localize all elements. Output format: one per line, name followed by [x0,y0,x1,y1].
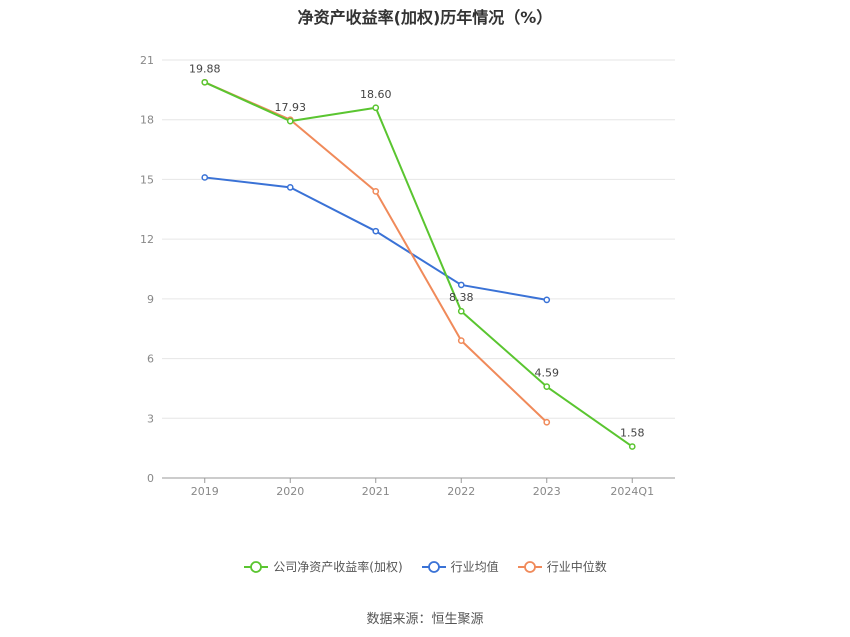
data-label: 1.58 [620,427,645,440]
y-tick-label: 15 [140,173,154,186]
y-tick-label: 12 [140,233,154,246]
y-tick-label: 0 [147,472,154,485]
legend-label: 行业均值 [450,560,499,574]
data-point[interactable] [457,307,465,315]
x-tick-label: 2024Q1 [610,485,654,498]
legend-item[interactable]: 行业中位数 [517,558,607,575]
x-tick-label: 2022 [447,485,475,498]
legend-marker-icon [421,560,446,573]
y-tick-label: 6 [147,353,154,366]
data-point[interactable] [372,104,380,112]
data-labels: 19.88 17.93 18.60 8.38 4.59 1.58 [189,62,645,439]
data-point[interactable] [543,418,551,426]
data-label: 19.88 [189,62,221,75]
legend-label: 公司净资产收益率(加权) [273,560,403,574]
x-tick-label: 2019 [191,485,219,498]
chart-title: 净资产收益率(加权)历年情况（%） [297,8,553,27]
legend-item[interactable]: 公司净资产收益率(加权) [243,558,403,575]
data-source: 数据来源：恒生聚源 [366,612,484,627]
data-point[interactable] [457,281,465,289]
data-point[interactable] [201,78,209,86]
series-line [204,81,633,448]
data-point[interactable] [628,443,636,450]
legend-marker-icon [244,560,269,573]
y-tick-label: 9 [147,293,154,306]
data-point[interactable] [286,184,294,191]
y-tick-label: 3 [147,412,154,425]
data-label: 18.60 [360,88,392,101]
series-line [204,81,548,423]
grid-lines [162,59,675,419]
x-tick-label: 2020 [276,485,304,498]
series-lines [201,78,636,450]
legend-marker-icon [517,560,542,573]
data-point[interactable] [372,188,380,195]
data-point[interactable] [457,337,465,345]
data-point[interactable] [286,117,294,125]
x-tick-label: 2023 [533,485,561,498]
data-label: 8.38 [449,291,474,304]
axes: 0 3 6 9 12 15 18 21 2019 2020 2021 2022 2023 2024Q1 [140,54,675,498]
y-tick-label: 21 [140,54,154,67]
x-tick-label: 2021 [362,485,390,498]
data-point[interactable] [201,174,209,181]
legend: 公司净资产收益率(加权) 行业均值 行业中位数 [0,558,850,575]
y-tick-label: 18 [140,114,154,127]
data-point[interactable] [543,296,551,304]
data-label: 4.59 [535,367,560,380]
legend-item[interactable]: 行业均值 [421,558,499,575]
data-point[interactable] [372,227,380,235]
legend-label: 行业中位数 [546,560,607,574]
data-label: 17.93 [275,101,307,114]
data-point[interactable] [543,383,551,390]
